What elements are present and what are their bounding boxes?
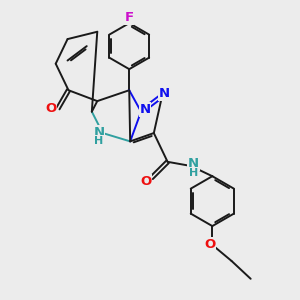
- Text: F: F: [125, 11, 134, 24]
- Text: O: O: [140, 175, 152, 188]
- Text: H: H: [94, 136, 104, 146]
- Text: H: H: [189, 168, 198, 178]
- Text: N: N: [93, 126, 104, 139]
- Text: O: O: [204, 238, 215, 251]
- Text: N: N: [139, 103, 150, 116]
- Text: N: N: [188, 157, 199, 170]
- Text: O: O: [45, 102, 57, 115]
- Text: N: N: [159, 87, 170, 100]
